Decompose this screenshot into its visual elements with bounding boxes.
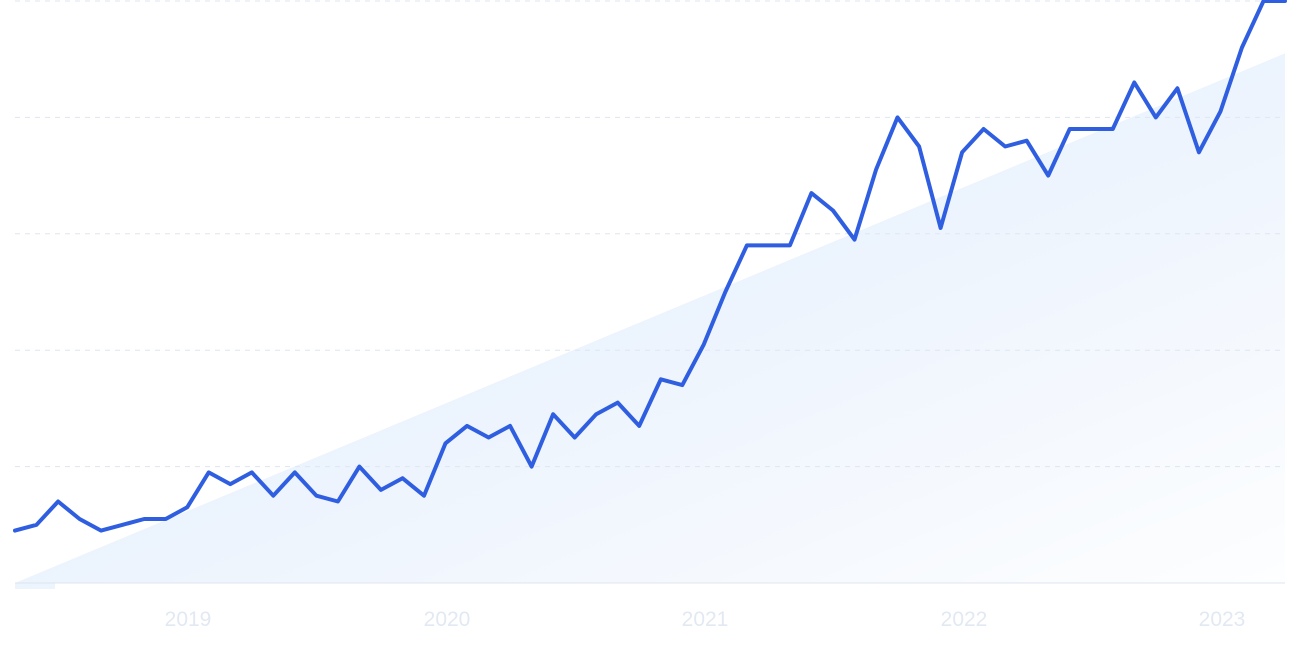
data-point — [982, 127, 986, 131]
data-point — [357, 465, 361, 469]
data-point — [444, 441, 448, 445]
data-point — [465, 424, 469, 428]
data-point — [530, 465, 534, 469]
data-point — [1111, 127, 1115, 131]
data-point — [1154, 115, 1158, 119]
data-point — [1240, 46, 1244, 50]
data-point — [185, 505, 189, 509]
data-point — [336, 500, 340, 504]
data-point — [78, 517, 82, 521]
data-point — [422, 494, 426, 498]
data-point — [228, 482, 232, 486]
data-point — [809, 191, 813, 195]
x-tick-label: 2022 — [941, 608, 988, 631]
data-point — [616, 401, 620, 405]
data-point — [659, 377, 663, 381]
data-point — [508, 424, 512, 428]
data-point — [250, 470, 254, 474]
data-point — [379, 488, 383, 492]
data-point — [960, 150, 964, 154]
data-point — [637, 424, 641, 428]
data-point — [1046, 174, 1050, 178]
data-point — [121, 523, 125, 527]
data-point — [745, 243, 749, 247]
data-point — [56, 500, 60, 504]
data-point — [874, 168, 878, 172]
data-point — [702, 342, 706, 346]
data-point — [551, 412, 555, 416]
data-point — [99, 529, 103, 533]
data-point — [13, 529, 17, 533]
x-tick-label: 2021 — [682, 608, 729, 631]
x-tick-label: 2023 — [1199, 608, 1246, 631]
data-point — [293, 470, 297, 474]
data-point — [1175, 86, 1179, 90]
data-point — [1218, 110, 1222, 114]
data-point — [573, 436, 577, 440]
data-point — [1003, 145, 1007, 149]
x-tick-label: 2019 — [165, 608, 212, 631]
data-point — [896, 115, 900, 119]
data-point — [853, 238, 857, 242]
data-point — [35, 523, 39, 527]
data-point — [939, 226, 943, 230]
data-point — [314, 494, 318, 498]
data-point — [1132, 81, 1136, 85]
data-point — [680, 383, 684, 387]
data-point — [207, 470, 211, 474]
data-point — [1197, 150, 1201, 154]
data-point — [831, 209, 835, 213]
series-line — [13, 0, 1287, 533]
data-point — [271, 494, 275, 498]
data-point — [142, 517, 146, 521]
x-axis-ticks: 2019 2020 2021 2022 2023 — [165, 608, 1246, 631]
data-point — [594, 412, 598, 416]
x-tick-label: 2020 — [424, 608, 471, 631]
data-point — [723, 290, 727, 294]
data-point — [766, 243, 770, 247]
data-point — [1068, 127, 1072, 131]
data-point — [917, 145, 921, 149]
data-point — [788, 243, 792, 247]
data-point — [487, 436, 491, 440]
data-point — [401, 476, 405, 480]
data-point — [164, 517, 168, 521]
data-point — [1025, 139, 1029, 143]
trend-area — [15, 53, 1285, 589]
data-point — [1089, 127, 1093, 131]
